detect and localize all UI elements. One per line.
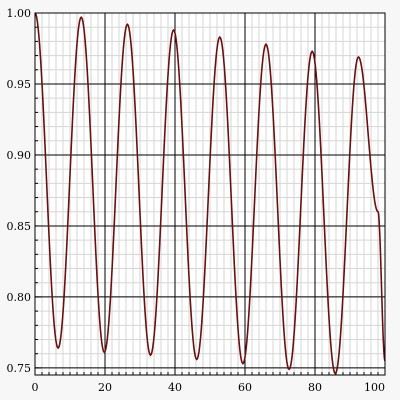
y-tick-label: 0.75	[7, 362, 32, 375]
y-tick-label: 1.00	[7, 7, 32, 20]
y-axis-labels: 0.75 0.80 0.85 0.90 0.95 1.00	[7, 7, 32, 375]
y-tick-label: 0.80	[7, 291, 32, 304]
x-tick-label: 20	[98, 381, 112, 394]
x-tick-label: 0	[32, 381, 39, 394]
x-tick-label: 80	[308, 381, 322, 394]
y-tick-label: 0.90	[7, 149, 32, 162]
x-tick-label: 40	[168, 381, 182, 394]
series-group	[34, 12, 386, 375]
series-line	[34, 12, 386, 375]
x-axis-labels: 0 20 40 60 80 100	[32, 381, 386, 394]
plot-frame	[34, 12, 386, 376]
y-tick-label: 0.85	[7, 220, 32, 233]
x-tick-label: 60	[238, 381, 252, 394]
x-tick-label: 100	[364, 381, 385, 394]
y-tick-label: 0.95	[7, 78, 32, 91]
